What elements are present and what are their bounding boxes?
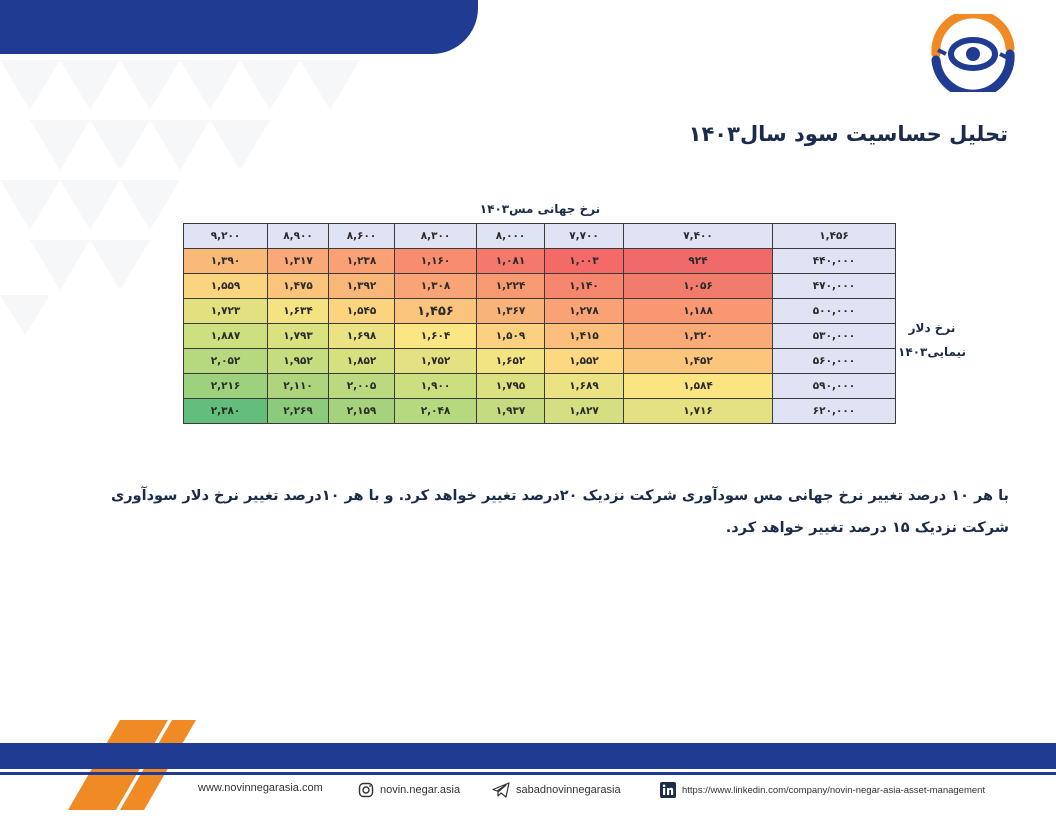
profit-value-cell: ۱,۶۸۹: [544, 373, 624, 399]
profit-value-cell: ۱,۷۹۳: [267, 323, 329, 349]
footer-website[interactable]: www.novinnegarasia.com: [198, 782, 323, 794]
table-row: ۲,۰۵۲ ۱,۹۵۲ ۱,۸۵۲ ۱,۷۵۲ ۱,۶۵۲ ۱,۵۵۲ ۱,۴۵۲ ۵۶۰,۰…: [183, 348, 896, 374]
profit-value-cell: ۱,۳۰۸: [394, 273, 477, 299]
linkedin-url[interactable]: https://www.linkedin.com/company/novin-n…: [682, 784, 986, 796]
instagram-icon: [358, 782, 374, 798]
profit-value-cell: ۲,۰۴۸: [394, 398, 477, 424]
table-row: ۱,۳۹۰ ۱,۳۱۷ ۱,۲۳۸ ۱,۱۶۰ ۱,۰۸۱ ۱,۰۰۳ ۹۲۴ ۴۴۰,۰۰۰: [183, 248, 896, 274]
profit-value-cell: ۹۲۴: [623, 248, 773, 274]
footer-stripe-thick: [0, 743, 1056, 769]
dollar-rate-row-header: ۶۲۰,۰۰۰: [772, 398, 896, 424]
profit-value-cell: ۱,۳۹۰: [183, 248, 268, 274]
profit-value-cell: ۱,۷۵۲: [394, 348, 477, 374]
profit-value-cell: ۱,۱۶۰: [394, 248, 477, 274]
dollar-rate-row-header: ۴۷۰,۰۰۰: [772, 273, 896, 299]
table-row: ۱,۸۸۷ ۱,۷۹۳ ۱,۶۹۸ ۱,۶۰۴ ۱,۵۰۹ ۱,۴۱۵ ۱,۳۲۰ ۵۳۰,۰…: [183, 323, 896, 349]
table-row: ۱,۵۵۹ ۱,۴۷۵ ۱,۳۹۲ ۱,۳۰۸ ۱,۲۲۴ ۱,۱۴۰ ۱,۰۵۶ ۴۷۰,۰…: [183, 273, 896, 299]
profit-value-cell: ۱,۸۲۷: [544, 398, 624, 424]
background-pattern: [0, 60, 360, 335]
dollar-rate-row-header: ۵۶۰,۰۰۰: [772, 348, 896, 374]
base-case-corner-cell: ۱,۴۵۶: [772, 223, 896, 249]
profit-value-cell: ۱,۴۷۵: [267, 273, 329, 299]
dollar-rate-row-header: ۵۳۰,۰۰۰: [772, 323, 896, 349]
profit-value-cell: ۱,۱۸۸: [623, 298, 773, 324]
row-axis-caption-line2: نیمایی۱۴۰۳: [898, 345, 966, 359]
website-text[interactable]: www.novinnegarasia.com: [198, 782, 323, 794]
profit-value-cell: ۱,۶۰۴: [394, 323, 477, 349]
profit-value-cell: ۱,۸۸۷: [183, 323, 268, 349]
profit-value-cell: ۱,۳۲۰: [623, 323, 773, 349]
dollar-rate-row-header: ۵۹۰,۰۰۰: [772, 373, 896, 399]
profit-value-cell: ۱,۱۴۰: [544, 273, 624, 299]
copy-price-header-cell: ۷,۴۰۰: [623, 223, 773, 249]
profit-value-cell: ۱,۵۰۹: [476, 323, 545, 349]
column-axis-caption: نرخ جهانی مس۱۴۰۳: [479, 202, 601, 216]
profit-value-cell: ۲,۳۸۰: [183, 398, 268, 424]
profit-value-cell: ۱,۵۸۴: [623, 373, 773, 399]
analysis-paragraph: با هر ۱۰ درصد تغییر نرخ جهانی مس سودآوری…: [110, 488, 1009, 536]
profit-value-cell: ۱,۵۵۲: [544, 348, 624, 374]
profit-value-cell: ۱,۴۱۵: [544, 323, 624, 349]
profit-value-cell: ۲,۲۱۶: [183, 373, 268, 399]
profit-value-cell: ۱,۲۳۸: [328, 248, 395, 274]
footer-instagram[interactable]: novin.negar.asia: [358, 782, 460, 798]
copy-price-header-cell: ۸,۳۰۰: [394, 223, 477, 249]
profit-value-cell: ۱,۶۳۴: [267, 298, 329, 324]
profit-value-cell: ۱,۲۷۸: [544, 298, 624, 324]
footer-telegram[interactable]: sabadnovinnegarasia: [492, 782, 621, 798]
profit-value-cell: ۱,۶۵۲: [476, 348, 545, 374]
profit-value-cell: ۱,۹۵۲: [267, 348, 329, 374]
copy-price-header-cell: ۸,۹۰۰: [267, 223, 329, 249]
copy-price-header-cell: ۹,۲۰۰: [183, 223, 268, 249]
profit-value-cell: ۱,۰۰۳: [544, 248, 624, 274]
sensitivity-table: ۹,۲۰۰ ۸,۹۰۰ ۸,۶۰۰ ۸,۳۰۰ ۸,۰۰۰ ۷,۷۰۰ ۷,۴۰۰ ۱,۴۵۶…: [183, 223, 896, 424]
table-header-row: ۹,۲۰۰ ۸,۹۰۰ ۸,۶۰۰ ۸,۳۰۰ ۸,۰۰۰ ۷,۷۰۰ ۷,۴۰۰ ۱,۴۵۶: [183, 223, 896, 249]
footer-stripe-thin: [0, 772, 1056, 775]
profit-value-cell: ۱,۰۵۶: [623, 273, 773, 299]
profit-value-cell: ۱,۷۱۶: [623, 398, 773, 424]
profit-value-cell: ۱,۰۸۱: [476, 248, 545, 274]
profit-value-cell: ۱,۶۹۸: [328, 323, 395, 349]
table-row: ۲,۳۸۰ ۲,۲۶۹ ۲,۱۵۹ ۲,۰۴۸ ۱,۹۳۷ ۱,۸۲۷ ۱,۷۱۶ ۶۲۰,۰…: [183, 398, 896, 424]
profit-value-cell: ۱,۲۲۴: [476, 273, 545, 299]
profit-value-cell: ۱,۴۵۲: [623, 348, 773, 374]
row-axis-caption-line1: نرخ دلار: [908, 321, 956, 335]
row-axis-caption: نرخ دلار نیمایی۱۴۰۳: [897, 316, 967, 364]
profit-value-cell: ۲,۰۵۲: [183, 348, 268, 374]
copy-price-header-cell: ۸,۶۰۰: [328, 223, 395, 249]
table-row: ۱,۷۲۳ ۱,۶۳۴ ۱,۵۴۵ ۱,۴۵۶ ۱,۳۶۷ ۱,۲۷۸ ۱,۱۸۸ ۵۰۰,۰…: [183, 298, 896, 324]
profit-value-cell: ۲,۱۱۰: [267, 373, 329, 399]
top-banner: [0, 0, 478, 54]
instagram-handle[interactable]: novin.negar.asia: [380, 784, 461, 796]
footer-linkedin[interactable]: https://www.linkedin.com/company/novin-n…: [660, 782, 985, 798]
page-title: تحلیل حساسیت سود سال۱۴۰۳: [688, 122, 1008, 146]
profit-value-cell: ۱,۳۱۷: [267, 248, 329, 274]
dollar-rate-row-header: ۴۴۰,۰۰۰: [772, 248, 896, 274]
telegram-handle[interactable]: sabadnovinnegarasia: [516, 784, 621, 796]
profit-value-cell: ۱,۳۶۷: [476, 298, 545, 324]
profit-value-cell: ۱,۸۵۲: [328, 348, 395, 374]
profit-value-cell: ۱,۴۵۶: [394, 298, 477, 324]
profit-value-cell: ۱,۷۹۵: [476, 373, 545, 399]
copy-price-header-cell: ۷,۷۰۰: [544, 223, 624, 249]
logo-eye-icon: [931, 14, 1015, 92]
telegram-icon: [492, 782, 510, 798]
profit-value-cell: ۱,۷۲۳: [183, 298, 268, 324]
profit-value-cell: ۱,۳۹۲: [328, 273, 395, 299]
profit-value-cell: ۱,۹۰۰: [394, 373, 477, 399]
profit-value-cell: ۱,۵۵۹: [183, 273, 268, 299]
dollar-rate-row-header: ۵۰۰,۰۰۰: [772, 298, 896, 324]
profit-value-cell: ۲,۱۵۹: [328, 398, 395, 424]
linkedin-icon: [660, 782, 676, 798]
table-row: ۲,۲۱۶ ۲,۱۱۰ ۲,۰۰۵ ۱,۹۰۰ ۱,۷۹۵ ۱,۶۸۹ ۱,۵۸۴ ۵۹۰,۰…: [183, 373, 896, 399]
profit-value-cell: ۲,۲۶۹: [267, 398, 329, 424]
profit-value-cell: ۱,۹۳۷: [476, 398, 545, 424]
profit-value-cell: ۱,۵۴۵: [328, 298, 395, 324]
copy-price-header-cell: ۸,۰۰۰: [476, 223, 545, 249]
profit-value-cell: ۲,۰۰۵: [328, 373, 395, 399]
